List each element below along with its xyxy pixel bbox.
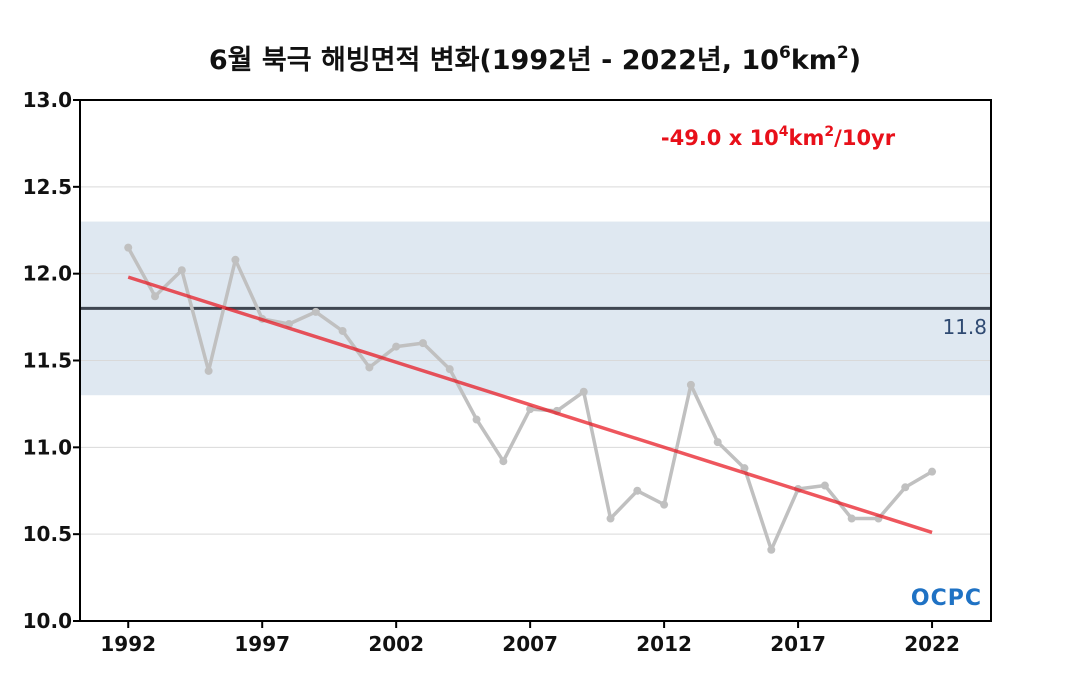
- y-tick-label: 10.0: [23, 609, 72, 633]
- trend-line: [127, 275, 933, 535]
- data-point: [579, 387, 588, 396]
- data-point: [392, 342, 401, 351]
- y-tick-label: 13.0: [23, 88, 72, 112]
- x-tick-label: 2007: [502, 632, 558, 656]
- y-tick-label: 10.5: [23, 522, 72, 546]
- y-tick-label: 12.0: [23, 262, 72, 286]
- data-point: [767, 545, 776, 554]
- data-point: [204, 366, 213, 375]
- x-tick-label: 2022: [904, 632, 960, 656]
- data-point: [847, 514, 856, 523]
- data-point: [686, 380, 695, 389]
- data-point: [901, 483, 910, 492]
- y-axis-ticks: 10.0 10.5 11.0 11.5 12.0 12.5 13.0: [23, 88, 80, 633]
- data-point: [177, 266, 186, 275]
- x-axis-ticks: 1992 1997 2002 2007 2012 2017 2022: [100, 621, 960, 656]
- chart-title: 6월 북극 해빙면적 변화(1992년 - 2022년, 106km2): [209, 43, 861, 76]
- data-point: [633, 486, 642, 495]
- trend-rate-annotation: -49.0 x 104km2/10yr: [661, 124, 896, 150]
- data-point: [928, 467, 937, 476]
- data-point: [820, 481, 829, 490]
- x-tick-label: 1992: [100, 632, 156, 656]
- data-point: [606, 514, 615, 523]
- data-point: [231, 255, 240, 264]
- data-point: [151, 292, 160, 301]
- y-tick-label: 12.5: [23, 175, 72, 199]
- ocpc-logo: OCPC: [911, 586, 982, 611]
- data-point: [445, 365, 454, 374]
- x-tick-label: 1997: [234, 632, 290, 656]
- data-point: [365, 363, 374, 372]
- mean-value-label: 11.8: [942, 315, 987, 339]
- data-point: [418, 339, 427, 348]
- data-point: [124, 243, 133, 252]
- y-tick-label: 11.0: [23, 435, 72, 459]
- data-point: [499, 457, 508, 466]
- data-point: [311, 307, 320, 316]
- data-point: [472, 415, 481, 424]
- x-tick-label: 2002: [368, 632, 424, 656]
- data-point: [740, 464, 749, 473]
- data-point: [338, 326, 347, 335]
- data-point: [660, 500, 669, 509]
- x-tick-label: 2012: [636, 632, 692, 656]
- y-tick-label: 11.5: [23, 349, 72, 373]
- trend-line-stroke: [127, 275, 933, 535]
- x-tick-label: 2017: [770, 632, 826, 656]
- data-point: [713, 438, 722, 447]
